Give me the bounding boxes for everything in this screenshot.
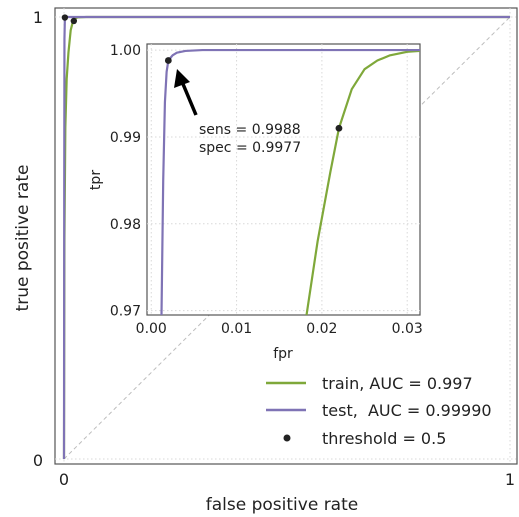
inset-x-ticks: 0.00 0.01 0.02 0.03 bbox=[136, 321, 423, 337]
inset-y-tick-3: 1.00 bbox=[110, 43, 141, 59]
inset-y-tick-0: 0.97 bbox=[110, 304, 141, 320]
annotation-arrow-line bbox=[181, 83, 198, 116]
annotation-spec: spec = 0.9977 bbox=[199, 140, 301, 156]
x-axis-label: false positive rate bbox=[206, 495, 358, 515]
inset-markers bbox=[164, 57, 343, 132]
inset-x-tick-0: 0.00 bbox=[136, 321, 167, 337]
legend-train-label: train, AUC = 0.997 bbox=[322, 374, 473, 393]
inset-x-tick-1: 0.01 bbox=[221, 321, 252, 337]
x-tick-0: 0 bbox=[59, 470, 69, 489]
main-markers bbox=[61, 14, 78, 25]
inset-y-axis-label: tpr bbox=[88, 170, 104, 190]
y-tick-1: 1 bbox=[33, 8, 43, 27]
main-threshold-marker-0 bbox=[61, 14, 69, 21]
annotation: sens = 0.9988 spec = 0.9977 bbox=[174, 69, 301, 156]
legend: train, AUC = 0.997 test, AUC = 0.99990 t… bbox=[266, 374, 492, 448]
legend-test-label: test, AUC = 0.99990 bbox=[322, 401, 492, 420]
inset-series-line-0 bbox=[305, 49, 420, 315]
inset-y-ticks: 0.97 0.98 0.99 1.00 bbox=[110, 43, 141, 320]
y-axis-label: true positive rate bbox=[13, 165, 33, 312]
inset-x-tick-3: 0.03 bbox=[392, 321, 423, 337]
inset-y-tick-2: 0.99 bbox=[110, 130, 141, 146]
inset-x-tick-2: 0.02 bbox=[306, 321, 337, 337]
inset-plot-frame bbox=[146, 43, 421, 316]
legend-threshold-swatch bbox=[283, 434, 291, 442]
main-threshold-marker-1 bbox=[70, 17, 78, 25]
annotation-arrow-head bbox=[174, 69, 190, 88]
x-tick-1: 1 bbox=[505, 470, 515, 489]
annotation-sens: sens = 0.9988 bbox=[199, 122, 301, 138]
inset-threshold-marker-1 bbox=[335, 124, 343, 132]
legend-threshold-label: threshold = 0.5 bbox=[322, 429, 446, 448]
inset-x-axis-label: fpr bbox=[273, 346, 293, 362]
inset-y-tick-1: 0.98 bbox=[110, 217, 141, 233]
y-tick-0: 0 bbox=[33, 451, 43, 470]
inset-threshold-marker-0 bbox=[164, 57, 172, 64]
